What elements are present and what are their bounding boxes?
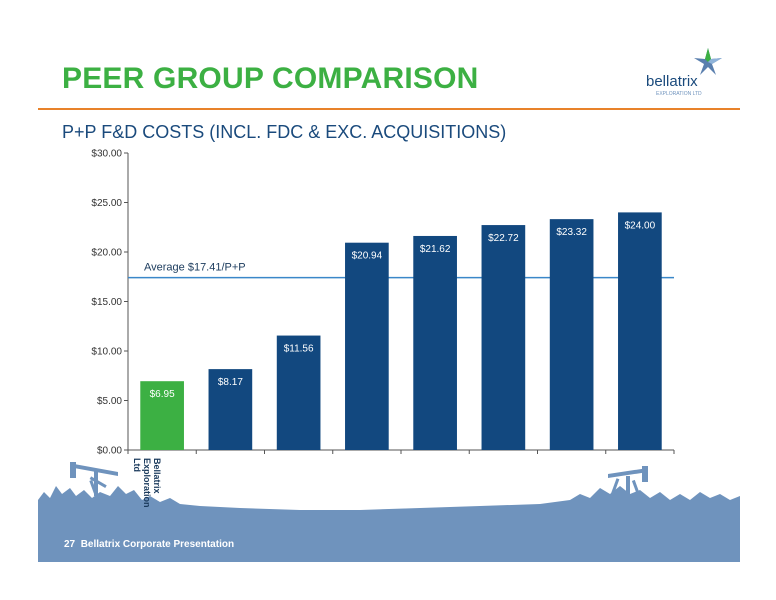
bar bbox=[549, 219, 594, 450]
y-tick-label: $20.00 bbox=[91, 248, 122, 259]
bar-chart: $0.00 $5.00 $10.00 $15.00 $20.00 $25.00 $30.00… bbox=[38, 149, 740, 530]
page-number: 27 bbox=[64, 539, 76, 550]
y-tick-label: $10.00 bbox=[91, 347, 122, 358]
bar bbox=[481, 225, 526, 450]
y-tick-label: $0.00 bbox=[97, 446, 122, 457]
footer-label: Bellatrix Corporate Presentation bbox=[80, 539, 235, 550]
bar-value-label: $11.56 bbox=[284, 344, 314, 355]
bar-value-label: $24.00 bbox=[625, 220, 656, 231]
logo-tagline: EXPLORATION LTD bbox=[656, 91, 702, 97]
bar-value-label: $6.95 bbox=[150, 389, 175, 400]
oil-pumpjack-icon-right bbox=[608, 466, 648, 500]
footer-bar: 27 Bellatrix Corporate Presentation bbox=[38, 530, 740, 562]
bar-value-label: $22.72 bbox=[488, 233, 519, 244]
x-category-label-line: Ltd bbox=[132, 458, 142, 472]
title-rule bbox=[38, 108, 740, 110]
landscape-silhouette bbox=[38, 462, 740, 530]
y-tick-label: $15.00 bbox=[91, 297, 122, 308]
y-tick-label: $5.00 bbox=[97, 396, 122, 407]
bar bbox=[618, 212, 662, 450]
bar-value-label: $8.17 bbox=[218, 377, 243, 388]
chart-title: P+P F&D COSTS (INCL. FDC & EXC. ACQUISIT… bbox=[62, 122, 507, 142]
bellatrix-logo: bellatrix EXPLORATION LTD bbox=[646, 48, 722, 97]
bar bbox=[413, 235, 457, 450]
slide-title: PEER GROUP COMPARISON bbox=[62, 62, 479, 95]
oil-pumpjack-icon-left bbox=[70, 462, 118, 500]
x-category-label-line: Bellatrix bbox=[152, 458, 162, 494]
bar bbox=[140, 381, 184, 450]
bar bbox=[276, 335, 321, 450]
average-label: Average $17.41/P+P bbox=[144, 262, 246, 274]
bar-value-label: $21.62 bbox=[420, 244, 451, 255]
star-icon bbox=[694, 48, 722, 75]
footer-text: 27 Bellatrix Corporate Presentation bbox=[64, 539, 234, 550]
bar bbox=[208, 369, 253, 450]
logo-name: bellatrix bbox=[646, 73, 698, 90]
y-tick-label: $30.00 bbox=[91, 149, 122, 160]
x-category-label-line: Exploration bbox=[142, 458, 152, 508]
bar-value-label: $20.94 bbox=[352, 251, 383, 262]
y-tick-label: $25.00 bbox=[91, 198, 122, 209]
bar bbox=[345, 242, 389, 450]
x-category-label: BellatrixExplorationLtd bbox=[132, 458, 162, 508]
bar-value-label: $23.32 bbox=[556, 227, 587, 238]
